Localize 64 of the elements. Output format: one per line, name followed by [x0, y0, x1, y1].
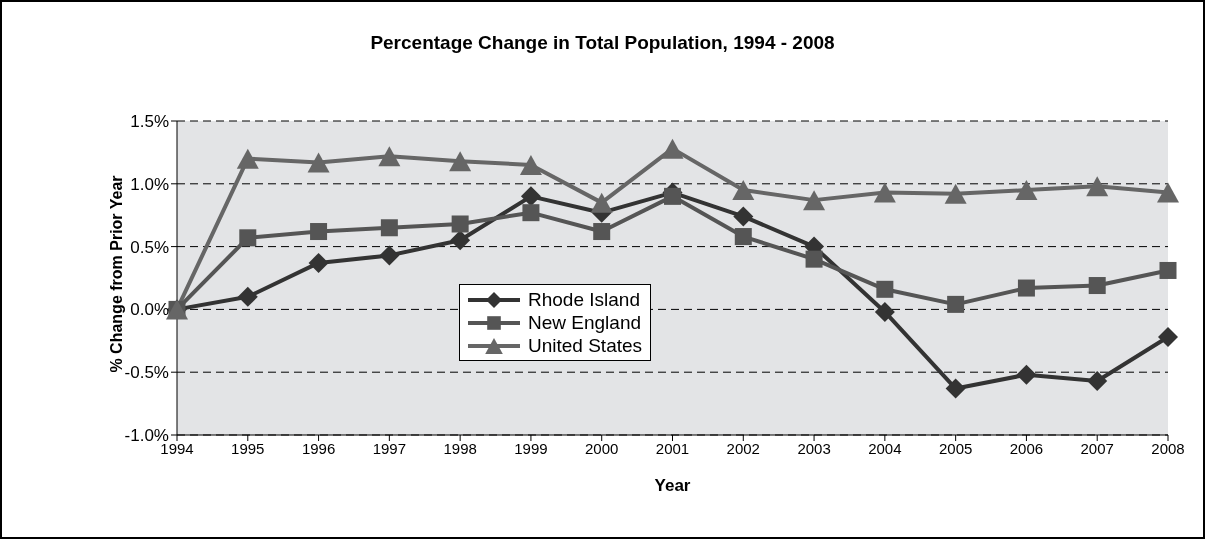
x-tick-label: 2002 — [726, 439, 760, 457]
point — [449, 151, 472, 172]
point — [451, 215, 469, 233]
y-tick-label: 0.5% — [130, 237, 169, 257]
x-tick-label: 2008 — [1151, 439, 1185, 457]
point — [237, 286, 258, 307]
point — [519, 154, 542, 175]
point — [661, 138, 684, 159]
point — [874, 301, 895, 322]
point — [1016, 364, 1037, 385]
x-tick-label: 1995 — [231, 439, 265, 457]
x-tick-label: 2001 — [655, 439, 690, 457]
point — [734, 228, 752, 246]
point — [947, 295, 965, 313]
point — [307, 152, 330, 173]
x-tick-label: 2006 — [1009, 439, 1044, 457]
point — [310, 223, 328, 241]
point — [450, 230, 471, 251]
legend-label: United States — [528, 334, 643, 357]
x-tick-label: 1999 — [514, 439, 548, 457]
point — [1158, 327, 1178, 348]
point — [944, 183, 967, 204]
point — [1157, 182, 1179, 203]
point — [664, 187, 681, 205]
point — [590, 192, 613, 213]
point — [1088, 277, 1106, 295]
y-axis-title: % Change from Prior Year — [108, 175, 125, 373]
x-tick-label: 2007 — [1080, 439, 1114, 457]
x-tick-label: 1996 — [301, 439, 336, 457]
point — [522, 204, 540, 222]
x-tick-label: 2004 — [868, 439, 902, 457]
point — [873, 182, 896, 203]
point — [593, 223, 611, 241]
point — [378, 146, 401, 167]
y-tick-label: -0.5% — [124, 363, 169, 383]
point — [308, 252, 329, 273]
x-tick-label: 2005 — [938, 439, 973, 457]
legend-label: Rhode Island — [528, 288, 640, 311]
point — [733, 206, 754, 227]
point — [236, 148, 259, 169]
point — [380, 219, 398, 237]
point — [520, 186, 541, 207]
x-tick-label: 1997 — [372, 439, 407, 457]
point — [1015, 180, 1038, 201]
y-tick-label: 1.5% — [130, 112, 169, 132]
point — [805, 250, 823, 268]
point — [732, 180, 755, 201]
point — [1017, 279, 1035, 297]
x-axis-title: Year — [654, 476, 691, 495]
x-tick-label: 1998 — [443, 439, 477, 457]
y-tick-label: 1.0% — [130, 174, 169, 194]
y-tick-label: 0.0% — [130, 300, 169, 320]
legend-label: New England — [528, 311, 642, 334]
point — [876, 280, 894, 298]
point — [1086, 176, 1109, 197]
x-tick-label: 2000 — [585, 439, 619, 457]
x-tick-label: 2003 — [797, 439, 831, 457]
point — [803, 190, 826, 211]
point — [239, 229, 257, 247]
chart-title: Percentage Change in Total Population, 1994 - 2008 — [369, 32, 836, 54]
point — [945, 378, 966, 399]
point — [379, 245, 400, 266]
point — [1159, 261, 1177, 279]
point — [1087, 370, 1108, 391]
